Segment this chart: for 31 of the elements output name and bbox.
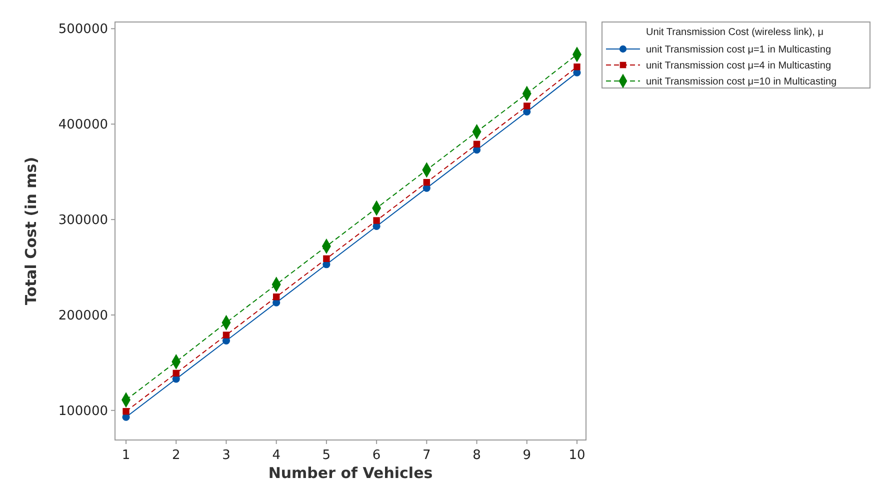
point — [574, 64, 580, 70]
point — [172, 370, 180, 377]
x-tick-label: 10 — [568, 448, 586, 463]
point — [323, 255, 330, 262]
x-tick-label: 3 — [222, 448, 230, 463]
point — [122, 408, 130, 415]
x-tick-label: 1 — [122, 448, 130, 463]
point — [373, 217, 380, 224]
x-tick-label: 8 — [472, 448, 481, 463]
y-tick-label: 400000 — [58, 118, 108, 133]
y-axis-title: Total Cost (in ms) — [22, 156, 40, 306]
x-tick-label: 6 — [372, 448, 381, 463]
x-axis-title: Number of Vehicles — [268, 464, 433, 482]
legend-title: Unit Transmission Cost (wireless link), μ — [646, 27, 824, 38]
y-tick-label: 200000 — [58, 308, 108, 324]
x-tick-label: 2 — [172, 448, 180, 463]
legend-label: unit Transmission cost μ=1 in Multicasting — [646, 44, 832, 56]
legend-label: unit Transmission cost μ=4 in Multicasting — [646, 60, 832, 72]
point — [222, 332, 230, 338]
x-tick-label: 4 — [272, 448, 280, 463]
point — [473, 140, 480, 148]
point — [272, 293, 280, 300]
x-tick-label: 5 — [322, 448, 331, 463]
legend-label: unit Transmission cost μ=10 in Multicasting — [646, 76, 837, 88]
y-tick-label: 300000 — [58, 213, 108, 228]
point — [524, 102, 530, 110]
y-tick-label: 100000 — [58, 404, 108, 419]
x-tick-label: 9 — [522, 448, 532, 463]
point — [423, 178, 430, 186]
x-tick-label: 7 — [422, 448, 431, 463]
y-tick-label: 500000 — [58, 22, 108, 38]
